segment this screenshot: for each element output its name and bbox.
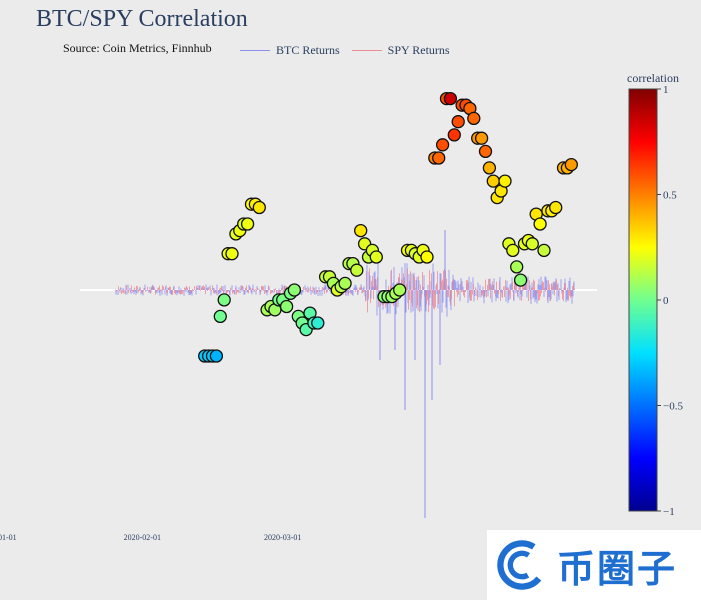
colorbar-tick-label: 0.5 <box>663 190 677 202</box>
colorbar-tick-label: 1 <box>663 84 669 96</box>
correlation-point[interactable] <box>354 223 368 238</box>
chart-subtitle: Source: Coin Metrics, Finnhub <box>63 41 212 55</box>
colorbar-tick-label: −1 <box>663 506 675 518</box>
correlation-point[interactable] <box>217 293 231 307</box>
colorbar-gradient <box>628 88 658 512</box>
legend: BTC Returns SPY Returns <box>240 43 450 58</box>
legend-swatch-spy <box>351 50 382 51</box>
correlation-point[interactable] <box>525 237 539 251</box>
correlation-point[interactable] <box>506 243 520 258</box>
correlation-point[interactable] <box>225 247 239 261</box>
watermark-logo: 币圈子 <box>487 530 701 600</box>
legend-label-spy: SPY Returns <box>387 43 450 57</box>
legend-item-spy[interactable]: SPY Returns <box>351 43 450 58</box>
logo-icon <box>497 540 547 590</box>
correlation-point[interactable] <box>537 243 551 258</box>
correlation-point[interactable] <box>564 157 578 172</box>
correlation-point[interactable] <box>482 161 497 175</box>
correlation-point[interactable] <box>240 217 255 231</box>
x-tick-label: 2020-02-01 <box>124 533 161 542</box>
correlation-point[interactable] <box>311 316 325 330</box>
legend-item-btc[interactable]: BTC Returns <box>240 43 340 58</box>
correlation-point[interactable] <box>498 174 512 188</box>
correlation-point[interactable] <box>393 283 407 297</box>
correlation-point[interactable] <box>474 131 489 145</box>
correlation-point[interactable] <box>350 263 364 277</box>
correlation-point[interactable] <box>252 200 266 215</box>
x-tick-label: 2020-03-01 <box>264 533 301 542</box>
correlation-point[interactable] <box>209 349 224 363</box>
correlation-point[interactable] <box>549 200 563 215</box>
correlation-point[interactable] <box>451 115 465 129</box>
correlation-point[interactable] <box>447 128 461 142</box>
correlation-point[interactable] <box>533 217 547 231</box>
correlation-point[interactable] <box>420 250 434 264</box>
correlation-point[interactable] <box>369 250 383 264</box>
legend-label-btc: BTC Returns <box>276 43 340 57</box>
watermark-text: 币圈子 <box>557 546 678 591</box>
correlation-point[interactable] <box>213 309 227 324</box>
correlation-point[interactable] <box>443 91 458 106</box>
correlation-point[interactable] <box>467 111 481 126</box>
colorbar-tick-label: 0 <box>663 295 669 307</box>
chart-title: BTC/SPY Correlation <box>36 6 248 32</box>
x-tick-label: 2020-01-01 <box>0 533 17 542</box>
correlation-point[interactable] <box>338 276 352 291</box>
colorbar-title: correlation <box>627 71 679 85</box>
correlation-point[interactable] <box>510 260 524 274</box>
colorbar-tick-label: −0.5 <box>663 401 683 413</box>
correlation-point[interactable] <box>513 273 528 287</box>
correlation-point[interactable] <box>279 299 294 314</box>
legend-swatch-btc <box>240 50 270 51</box>
correlation-point[interactable] <box>432 151 446 165</box>
correlation-point[interactable] <box>486 174 500 188</box>
correlation-point[interactable] <box>435 138 450 152</box>
correlation-point[interactable] <box>287 283 302 297</box>
colorbar: correlation 1 0.5 0 −0.5 −1 <box>627 71 683 518</box>
correlation-point[interactable] <box>478 144 493 159</box>
